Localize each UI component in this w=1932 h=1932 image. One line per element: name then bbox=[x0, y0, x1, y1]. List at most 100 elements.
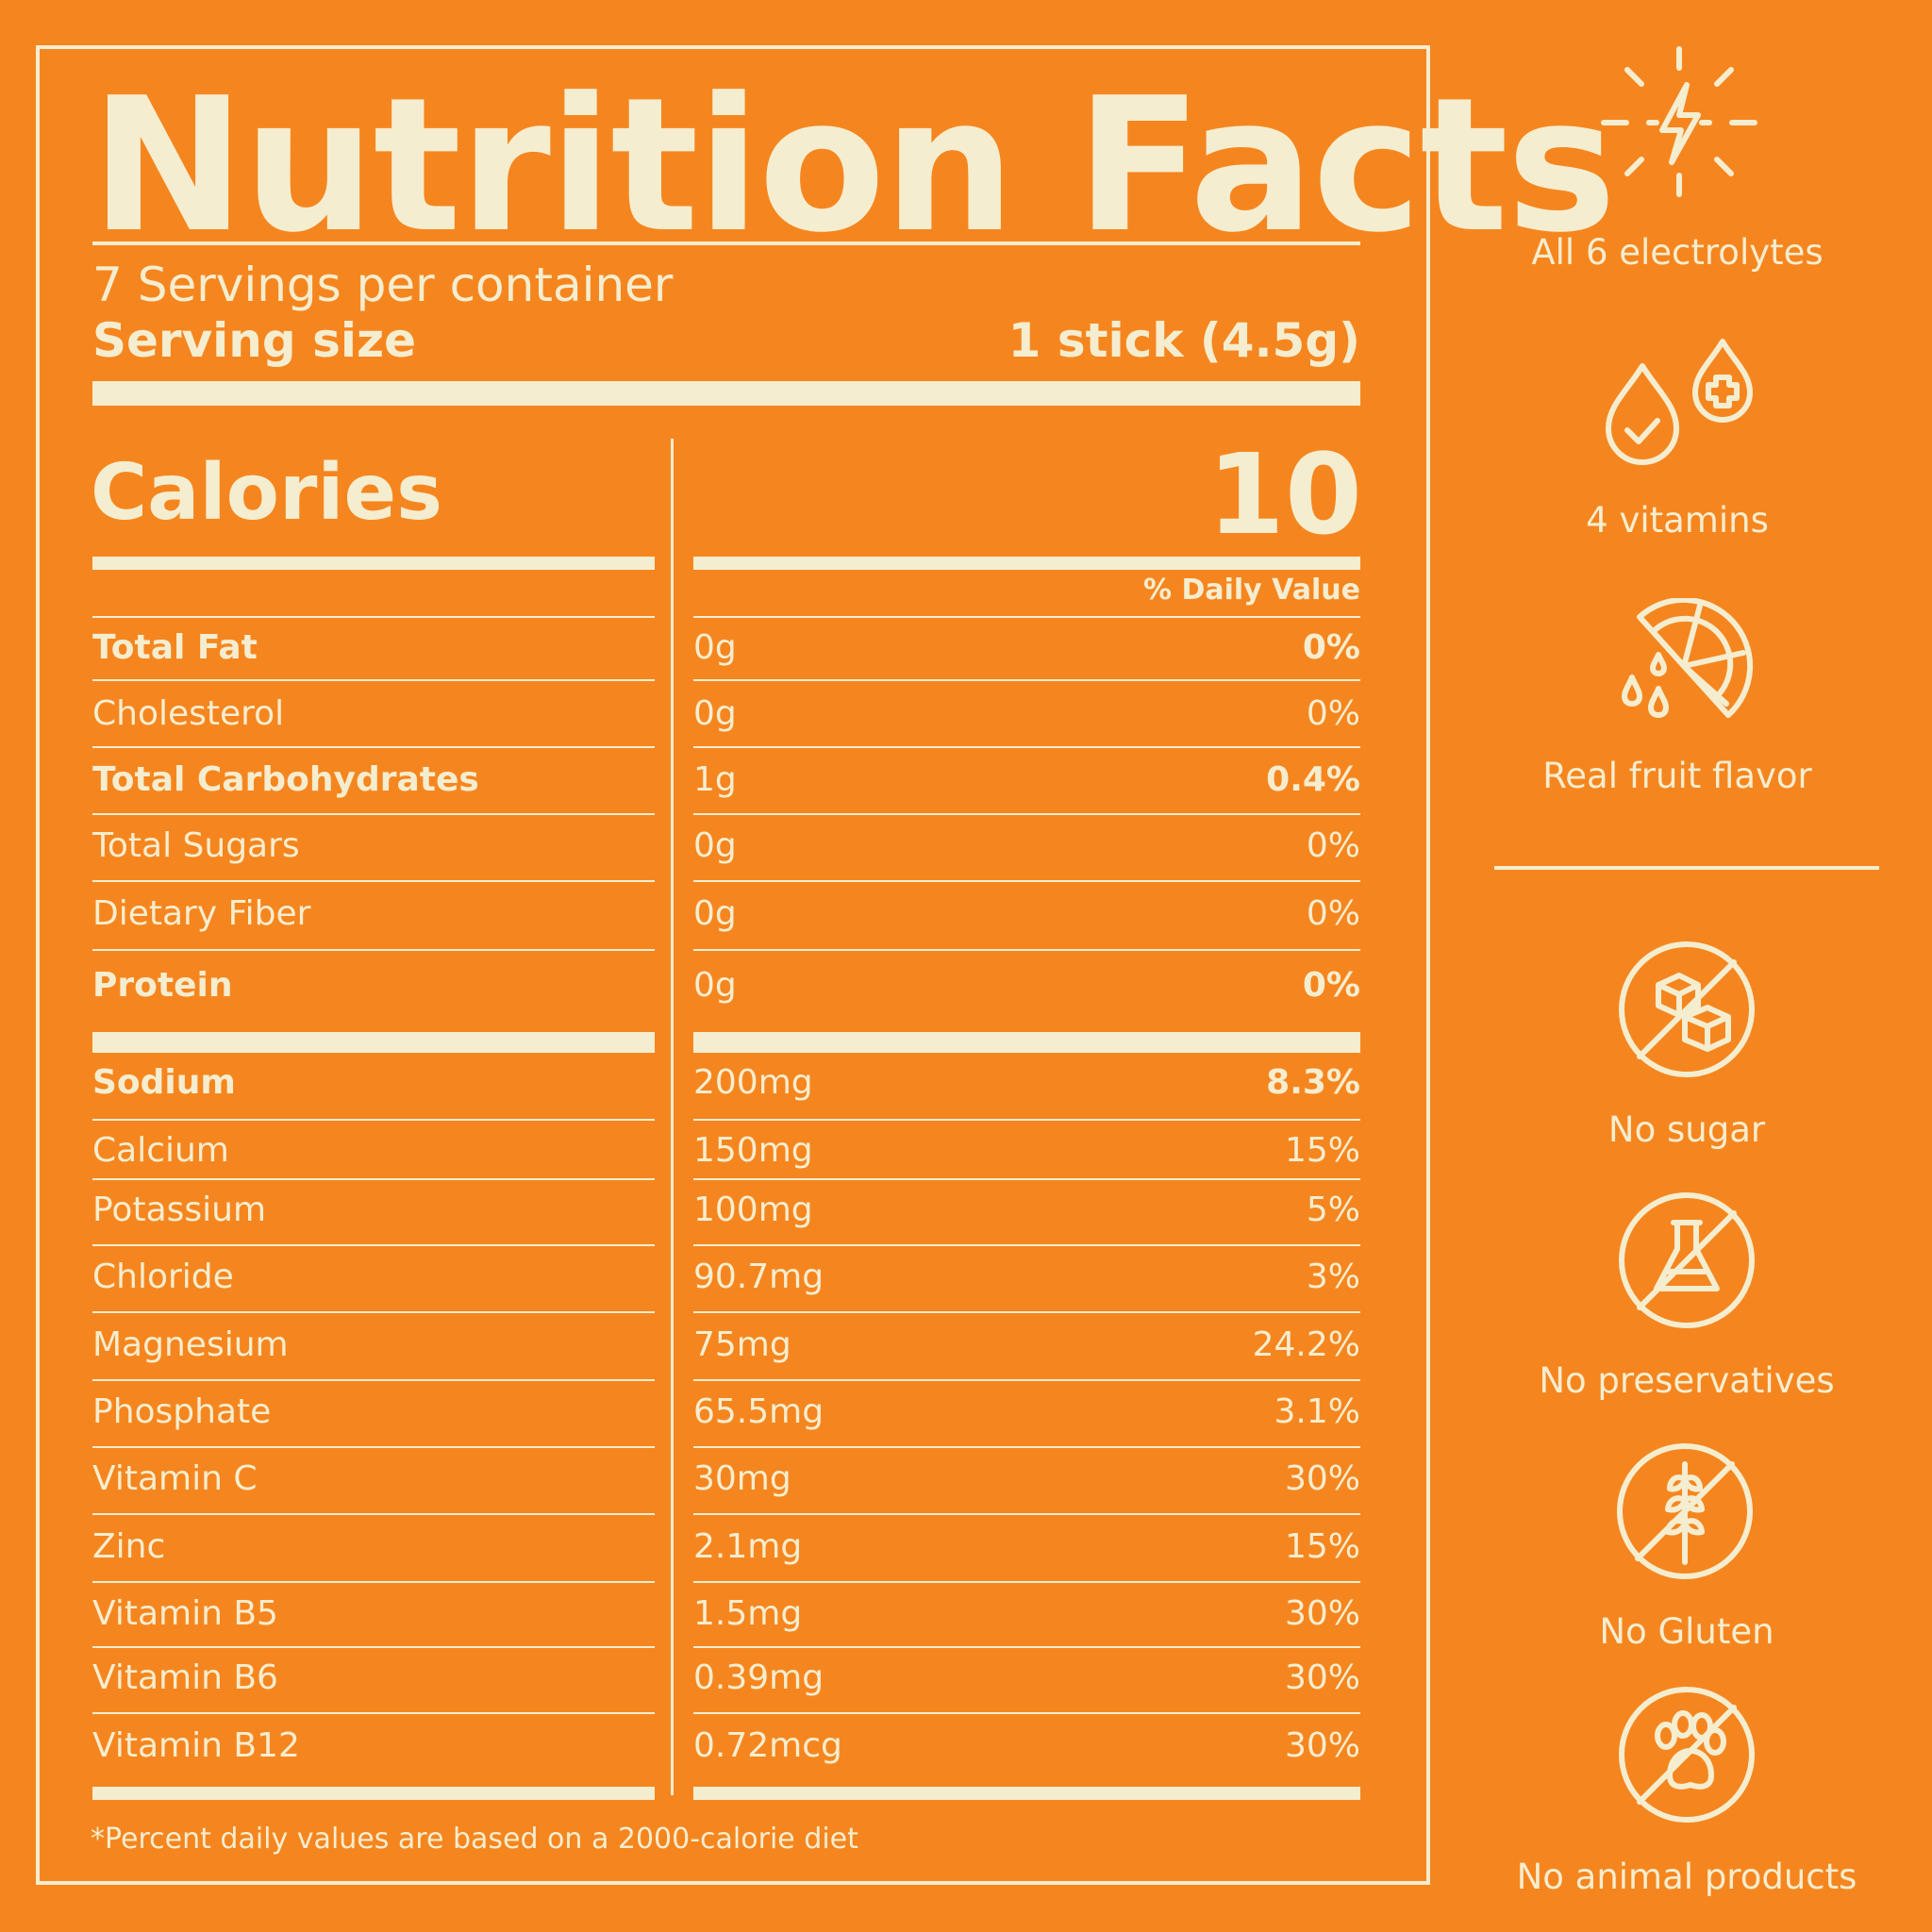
nutrient-daily-value: 30% bbox=[1284, 1658, 1360, 1697]
section-thick-rule-right bbox=[693, 1787, 1360, 1800]
calories-label: Calories bbox=[91, 448, 442, 538]
nutrient-daily-value: 0% bbox=[1306, 894, 1360, 933]
nutrient-amount: 1g bbox=[693, 760, 737, 799]
row-separator-right bbox=[693, 1244, 1360, 1246]
nutrition-panel bbox=[36, 45, 1430, 1885]
nutrient-amount: 2.1mg bbox=[693, 1527, 803, 1566]
nutrient-name: Chloride bbox=[92, 1257, 234, 1296]
row-separator-left bbox=[92, 679, 655, 681]
nutrient-name: Cholesterol bbox=[92, 694, 285, 733]
citrus-slice-icon bbox=[1613, 596, 1755, 724]
serving-size-label: Serving size bbox=[92, 313, 417, 368]
nutrient-daily-value: 15% bbox=[1284, 1527, 1360, 1566]
row-separator-left bbox=[92, 616, 655, 618]
nutrient-name: Protein bbox=[92, 966, 233, 1005]
nutrient-daily-value: 0% bbox=[1302, 966, 1360, 1005]
nutrient-name: Vitamin B5 bbox=[92, 1594, 278, 1633]
row-separator-right bbox=[693, 1712, 1360, 1714]
feature-label-no-preservatives: No preservatives bbox=[1539, 1360, 1835, 1401]
nutrient-amount: 30mg bbox=[693, 1459, 791, 1498]
row-separator-left bbox=[92, 1513, 655, 1515]
daily-value-header: % Daily Value bbox=[1142, 574, 1360, 607]
nutrient-name: Potassium bbox=[92, 1191, 267, 1229]
nutrient-amount: 0g bbox=[693, 894, 737, 933]
nutrient-name: Vitamin B6 bbox=[92, 1658, 278, 1697]
nutrient-daily-value: 30% bbox=[1284, 1726, 1360, 1765]
row-separator-right bbox=[693, 1646, 1360, 1648]
feature-label-vitamins: 4 vitamins bbox=[1586, 500, 1769, 541]
nutrient-name: Total Fat bbox=[92, 628, 258, 667]
nutrient-amount: 0.39mg bbox=[693, 1658, 824, 1697]
nutrient-amount: 0.72mcg bbox=[693, 1726, 842, 1765]
nutrient-name: Vitamin C bbox=[92, 1459, 258, 1498]
nutrient-daily-value: 0% bbox=[1302, 628, 1360, 667]
no-paw-icon bbox=[1617, 1685, 1757, 1824]
row-separator-right bbox=[693, 1178, 1360, 1180]
nutrient-name: Calcium bbox=[92, 1131, 229, 1170]
nutrient-daily-value: 30% bbox=[1284, 1459, 1360, 1498]
row-separator-right bbox=[693, 1446, 1360, 1448]
row-separator-right bbox=[693, 1311, 1360, 1313]
nutrient-amount: 200mg bbox=[693, 1063, 813, 1102]
row-separator-left bbox=[92, 1311, 655, 1313]
section-thick-rule-left bbox=[92, 1032, 655, 1053]
nutrient-name: Sodium bbox=[92, 1063, 236, 1102]
nutrient-daily-value: 24.2% bbox=[1252, 1325, 1360, 1364]
calories-rule-right bbox=[693, 557, 1360, 570]
row-separator-right bbox=[693, 1513, 1360, 1515]
feature-label-no-animal-products: No animal products bbox=[1516, 1857, 1857, 1897]
lightning-burst-icon bbox=[1594, 43, 1764, 204]
nutrient-name: Dietary Fiber bbox=[92, 894, 311, 933]
column-divider bbox=[671, 439, 674, 1795]
section-thick-rule-left bbox=[92, 1787, 655, 1800]
nutrient-amount: 0g bbox=[693, 826, 737, 865]
nutrient-amount: 0g bbox=[693, 966, 737, 1005]
features-divider bbox=[1494, 866, 1879, 870]
row-separator-left bbox=[92, 813, 655, 815]
nutrient-amount: 65.5mg bbox=[693, 1392, 824, 1431]
row-separator-left bbox=[92, 880, 655, 882]
row-separator-left bbox=[92, 1446, 655, 1448]
nutrient-daily-value: 0% bbox=[1306, 694, 1360, 733]
nutrient-amount: 90.7mg bbox=[693, 1257, 824, 1296]
nutrient-amount: 0g bbox=[693, 694, 737, 733]
nutrient-daily-value: 0% bbox=[1306, 826, 1360, 865]
section-thick-rule-right bbox=[693, 1032, 1360, 1053]
drops-check-plus-icon bbox=[1599, 336, 1764, 468]
row-separator-right bbox=[693, 880, 1360, 882]
label-title: Nutrition Facts bbox=[91, 58, 1617, 274]
no-wheat-icon bbox=[1615, 1441, 1755, 1581]
feature-label-fruit-flavor: Real fruit flavor bbox=[1542, 756, 1812, 796]
nutrient-name: Phosphate bbox=[92, 1392, 272, 1431]
row-separator-left bbox=[92, 1379, 655, 1381]
nutrient-daily-value: 15% bbox=[1284, 1131, 1360, 1170]
serving-size-value: 1 stick (4.5g) bbox=[1008, 313, 1360, 368]
row-separator-left bbox=[92, 746, 655, 748]
row-separator-right bbox=[693, 813, 1360, 815]
title-rule bbox=[92, 242, 1360, 245]
servings-per-container: 7 Servings per container bbox=[92, 258, 674, 312]
feature-label-no-gluten: No Gluten bbox=[1599, 1611, 1774, 1652]
row-separator-right bbox=[693, 949, 1360, 951]
nutrient-daily-value: 30% bbox=[1284, 1594, 1360, 1633]
nutrient-name: Vitamin B12 bbox=[92, 1726, 300, 1765]
row-separator-left bbox=[92, 1646, 655, 1648]
feature-label-electrolytes: All 6 electrolytes bbox=[1531, 232, 1824, 273]
no-sugar-cubes-icon bbox=[1617, 940, 1757, 1079]
nutrient-daily-value: 0.4% bbox=[1266, 760, 1360, 799]
footnote: *Percent daily values are based on a 200… bbox=[91, 1823, 858, 1856]
no-flask-icon bbox=[1617, 1191, 1757, 1330]
row-separator-right bbox=[693, 616, 1360, 618]
nutrient-name: Magnesium bbox=[92, 1325, 289, 1364]
calories-rule-left bbox=[92, 557, 655, 570]
nutrient-daily-value: 3% bbox=[1306, 1257, 1360, 1296]
row-separator-left bbox=[92, 1581, 655, 1583]
nutrient-name: Zinc bbox=[92, 1527, 166, 1566]
row-separator-left bbox=[92, 1712, 655, 1714]
calories-value: 10 bbox=[1207, 429, 1362, 559]
nutrient-amount: 1.5mg bbox=[693, 1594, 803, 1633]
row-separator-right bbox=[693, 1379, 1360, 1381]
nutrient-amount: 150mg bbox=[693, 1131, 813, 1170]
row-separator-right bbox=[693, 679, 1360, 681]
row-separator-left bbox=[92, 1244, 655, 1246]
